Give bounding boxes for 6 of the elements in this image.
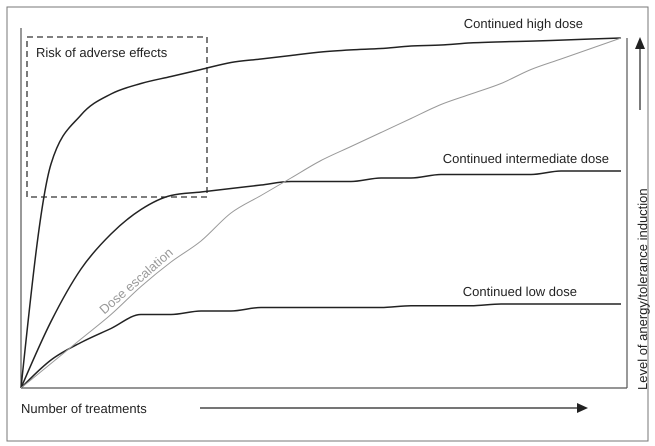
series-label: Continued high dose [464, 16, 583, 31]
x-axis-title: Number of treatments [21, 401, 148, 416]
series-label: Continued intermediate dose [442, 151, 609, 166]
y-axis-title: Level of anergy/tolerance induction [635, 188, 650, 390]
series-label: Continued low dose [462, 284, 577, 299]
annotation: Risk of adverse effects [36, 45, 168, 60]
